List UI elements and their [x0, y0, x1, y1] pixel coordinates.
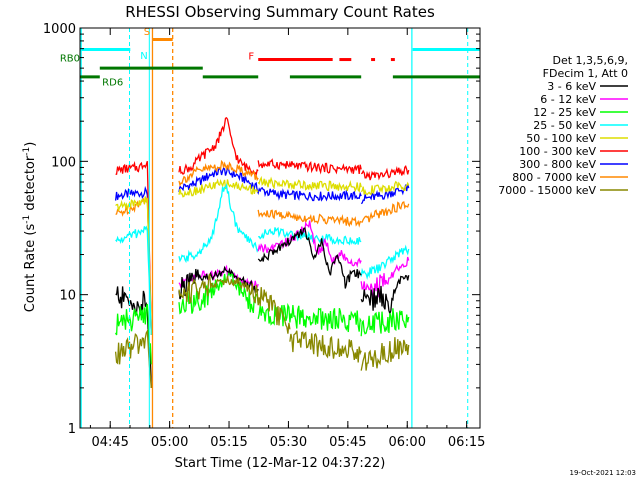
y-axis-label-part1: Count Rate (s [23, 224, 38, 313]
y-tick-label-2: 100 [51, 155, 76, 170]
y-tick-label-0: 1 [68, 422, 76, 437]
series-0 [114, 166, 410, 335]
flag-label-n: N [140, 51, 147, 62]
series-2-segment-2 [257, 209, 362, 228]
series-3-segment-2 [257, 175, 362, 193]
legend-label-4: 50 - 100 keV [526, 132, 596, 145]
series-7-segment-1 [178, 272, 259, 315]
legend-label-6: 300 - 800 keV [519, 158, 596, 171]
series-3 [115, 175, 410, 335]
series-7-segment-0 [115, 303, 152, 365]
series-6 [115, 227, 410, 388]
x-axis-label: Start Time (12-Mar-12 04:37:22) [175, 456, 386, 471]
series-3-segment-0 [115, 196, 152, 335]
y-axis-label-sup1: -1 [22, 215, 32, 224]
series-1 [115, 116, 410, 335]
series-1-segment-3 [360, 165, 410, 181]
series-4-segment-0 [115, 225, 152, 335]
series-3-segment-1 [178, 178, 259, 198]
legend: Det 1,3,5,6,9,FDecim 1, Att 03 - 6 keV6 … [498, 54, 628, 197]
legend-label-1: 6 - 12 keV [540, 93, 596, 106]
series-1-segment-2 [257, 158, 362, 175]
series-5-segment-1 [257, 220, 362, 268]
plot-frame [79, 27, 481, 429]
series-4-segment-1 [178, 183, 259, 264]
legend-label-5: 100 - 300 keV [519, 145, 596, 158]
series-2-segment-3 [361, 201, 410, 223]
series-8-segment-3 [360, 337, 410, 371]
legend-label-7: 800 - 7000 keV [512, 171, 596, 184]
series-6-segment-2 [257, 227, 362, 289]
axes-layer: 04:45 05:00 05:15 05:30 05:45 06:00 06:15 1 10 10… [43, 22, 485, 450]
flag-label-rb0: RB0 [60, 54, 80, 65]
flags-layer: RB0 RD6 F S N [60, 27, 480, 89]
x-tick-label-6: 06:15 [448, 435, 485, 450]
series-2 [115, 159, 410, 335]
legend-label-8: 7000 - 15000 keV [498, 184, 596, 197]
y-axis-label-part3: ) [23, 142, 38, 147]
series-7-segment-3 [360, 308, 410, 337]
x-tick-label-1: 05:00 [151, 435, 188, 450]
series-8 [114, 273, 410, 388]
series-4-segment-2 [258, 226, 362, 246]
footer-timestamp: 19-Oct-2021 12:03 [570, 469, 636, 477]
series-4-segment-3 [360, 244, 410, 281]
series-0-segment-2 [360, 183, 410, 205]
y-axis-label-part2: detector [23, 155, 38, 215]
y-tick-label-1: 10 [59, 289, 76, 304]
x-tick-label-5: 06:00 [389, 435, 426, 450]
series-8-segment-0 [114, 328, 152, 388]
series-0-segment-0 [114, 185, 152, 335]
flag-label-f: F [248, 52, 254, 63]
series-8-segment-1 [178, 273, 291, 334]
chart-title: RHESSI Observing Summary Count Rates [125, 3, 435, 21]
legend-label-0: 3 - 6 keV [547, 80, 596, 93]
series-6-segment-1 [178, 265, 259, 300]
y-tick-label-3: 1000 [43, 22, 76, 37]
series-layer [114, 116, 410, 388]
series-1-segment-0 [115, 160, 152, 335]
series-5-segment-2 [360, 256, 410, 300]
legend-label-3: 25 - 50 keV [533, 119, 596, 132]
series-2-segment-1 [178, 159, 259, 188]
events-layer [80, 28, 469, 428]
legend-label-2: 12 - 25 keV [533, 106, 596, 119]
legend-header-0: Det 1,3,5,6,9, [552, 54, 628, 67]
series-0-segment-1 [178, 166, 362, 202]
series-4 [115, 183, 410, 335]
x-tick-label-3: 05:30 [270, 435, 307, 450]
y-axis-label: Count Rate (s-1 detector-1) [22, 142, 38, 313]
legend-header-1: FDecim 1, Att 0 [543, 67, 628, 80]
x-tick-label-0: 04:45 [91, 435, 128, 450]
y-axis-label-sup2: -1 [22, 147, 32, 156]
series-6-segment-0 [115, 286, 152, 388]
flag-label-rd6: RD6 [102, 78, 123, 89]
series-3-segment-3 [360, 180, 410, 196]
series-6-segment-3 [360, 274, 410, 316]
series-1-segment-1 [178, 116, 259, 177]
flag-label-s: S [144, 27, 150, 38]
x-tick-label-2: 05:15 [210, 435, 247, 450]
x-tick-label-4: 05:45 [329, 435, 366, 450]
series-8-segment-2 [289, 330, 362, 363]
